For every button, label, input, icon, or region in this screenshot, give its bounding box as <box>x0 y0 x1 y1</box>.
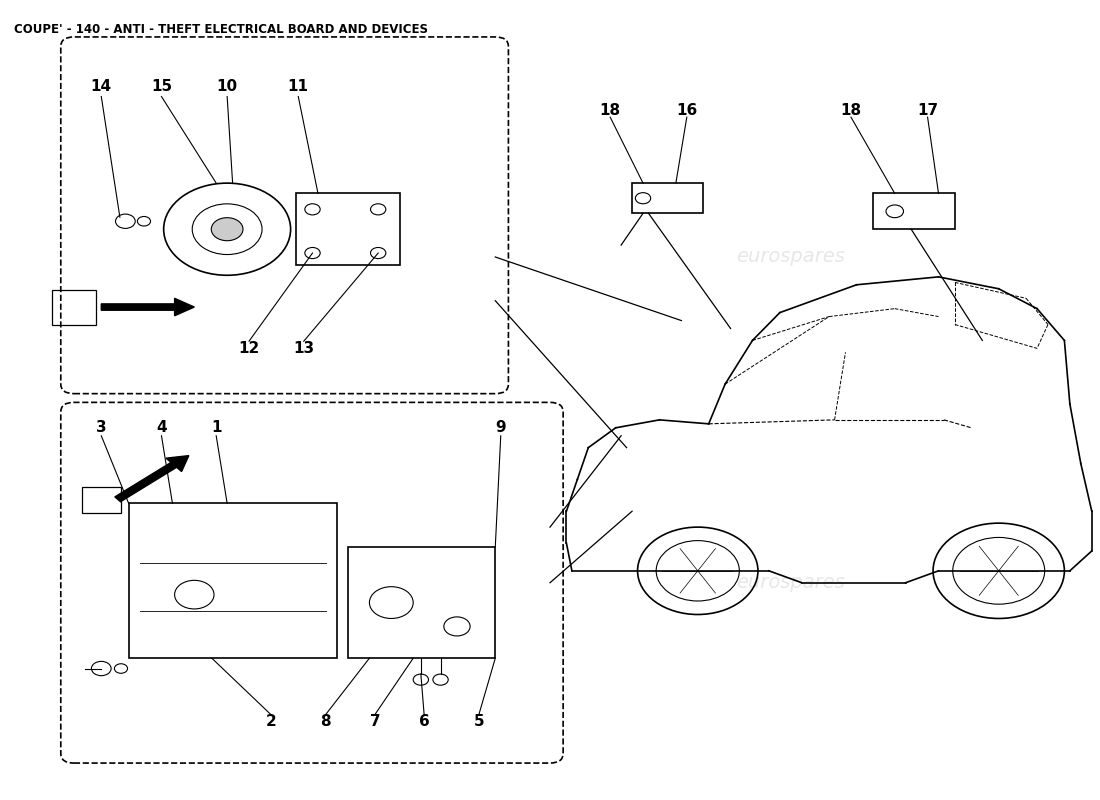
Text: 7: 7 <box>370 714 381 730</box>
Text: 3: 3 <box>96 420 107 435</box>
Text: 4: 4 <box>156 420 167 435</box>
Text: eurospares: eurospares <box>736 574 845 592</box>
Text: 10: 10 <box>217 78 238 94</box>
Text: COUPE' - 140 - ANTI - THEFT ELECTRICAL BOARD AND DEVICES: COUPE' - 140 - ANTI - THEFT ELECTRICAL B… <box>13 22 428 36</box>
Text: 9: 9 <box>495 420 506 435</box>
FancyArrow shape <box>101 298 195 316</box>
Circle shape <box>211 218 243 241</box>
FancyBboxPatch shape <box>60 37 508 394</box>
Text: 2: 2 <box>265 714 276 730</box>
Text: eurospares: eurospares <box>736 247 845 266</box>
Text: 18: 18 <box>840 102 861 118</box>
Text: eurospares: eurospares <box>228 228 337 246</box>
FancyArrow shape <box>114 456 189 502</box>
Text: 18: 18 <box>600 102 620 118</box>
Text: 15: 15 <box>151 78 172 94</box>
Text: 11: 11 <box>288 78 309 94</box>
Text: eurospares: eurospares <box>228 574 337 592</box>
Text: 13: 13 <box>294 341 315 356</box>
Text: 5: 5 <box>473 714 484 730</box>
Text: 6: 6 <box>419 714 429 730</box>
Text: 8: 8 <box>320 714 331 730</box>
Text: 1: 1 <box>211 420 221 435</box>
FancyBboxPatch shape <box>60 402 563 763</box>
Text: 17: 17 <box>917 102 938 118</box>
Text: 12: 12 <box>239 341 260 356</box>
Text: 16: 16 <box>676 102 697 118</box>
Text: 14: 14 <box>90 78 112 94</box>
